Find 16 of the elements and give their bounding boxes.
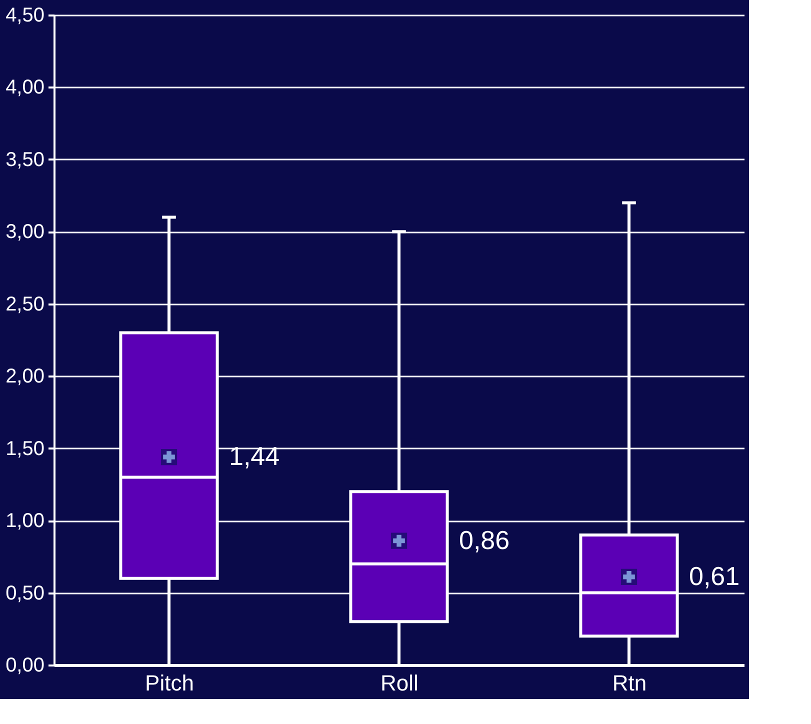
- x-tick-label: Rtn: [612, 670, 647, 696]
- x-tick-label: Pitch: [145, 670, 194, 696]
- y-tick-label: 0,00: [6, 654, 44, 676]
- y-tick-label: 4,50: [6, 4, 44, 26]
- y-tick-label: 1,50: [6, 438, 44, 460]
- annotation: 0,61: [689, 560, 740, 591]
- y-tick-label: 2,50: [6, 293, 44, 316]
- y-tick-label: 1,00: [6, 510, 44, 532]
- y-tick-label: 4,00: [6, 76, 44, 99]
- y-tick-label: 3,50: [6, 148, 44, 171]
- y-tick-label: 2,00: [6, 366, 44, 388]
- y-tick-label: 3,00: [6, 221, 44, 244]
- annotation: 0,86: [459, 524, 510, 555]
- x-tick-label: Roll: [380, 670, 418, 696]
- y-tick-label: 0,50: [6, 582, 44, 604]
- annotation: 1,44: [229, 441, 280, 471]
